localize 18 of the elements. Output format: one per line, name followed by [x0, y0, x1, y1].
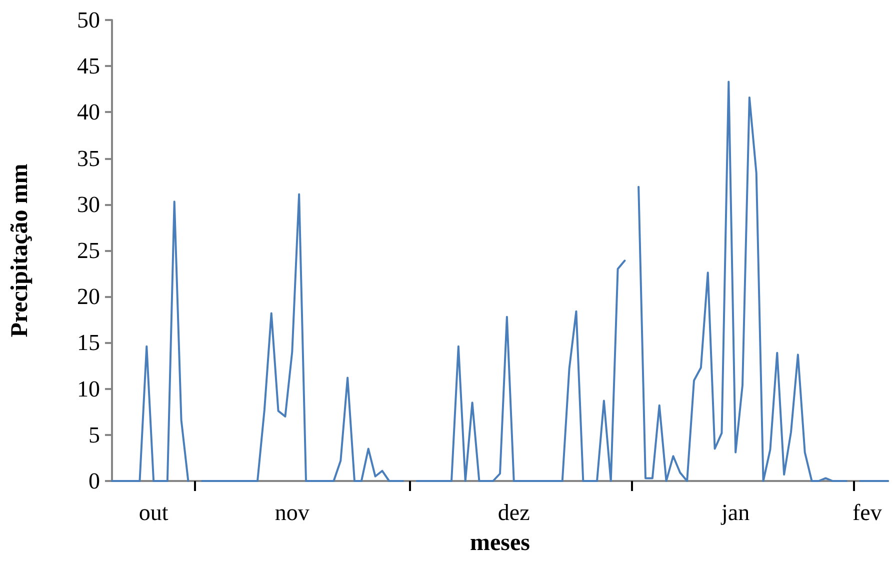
y-tick-label: 10 [77, 376, 100, 402]
x-tick-label: fev [852, 500, 882, 525]
x-tick-label: out [138, 500, 169, 525]
y-tick-label: 35 [77, 146, 100, 171]
y-tick-label: 40 [77, 100, 100, 125]
y-axis-title: Precipitação mm [7, 164, 33, 338]
x-tick-label: nov [274, 500, 310, 525]
y-tick-label: 15 [77, 330, 100, 356]
y-tick-label: 45 [77, 54, 100, 79]
x-axis-title: meses [470, 530, 530, 556]
y-tick-label: 50 [77, 8, 100, 32]
y-tick-label: 20 [77, 284, 100, 310]
x-tick-label: jan [720, 500, 750, 525]
y-tick-label: 5 [88, 422, 100, 448]
y-tick-label: 25 [77, 238, 100, 263]
y-tick-label: 30 [77, 192, 100, 217]
y-tick-label: 0 [88, 468, 100, 494]
x-tick-label: dez [498, 500, 530, 525]
